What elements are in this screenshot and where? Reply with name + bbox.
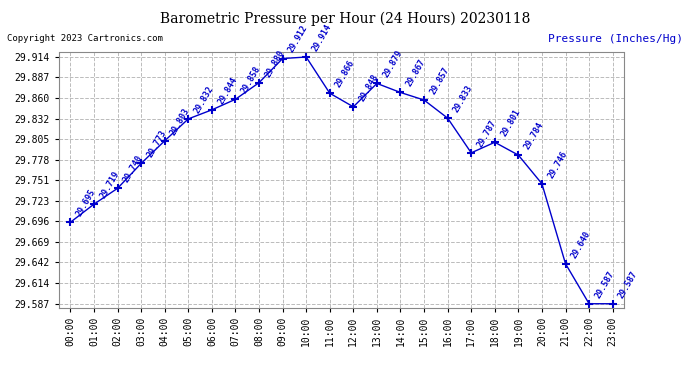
- Text: 29.912: 29.912: [287, 24, 310, 54]
- Text: Pressure (Inches/Hg): Pressure (Inches/Hg): [548, 34, 683, 44]
- Text: 29.880: 29.880: [263, 48, 286, 78]
- Text: 29.719: 29.719: [98, 170, 121, 200]
- Text: 29.803: 29.803: [169, 106, 192, 136]
- Text: 29.844: 29.844: [216, 75, 239, 106]
- Text: 29.867: 29.867: [404, 58, 427, 88]
- Text: 29.914: 29.914: [310, 22, 333, 53]
- Text: 29.695: 29.695: [75, 188, 97, 218]
- Text: 29.866: 29.866: [334, 58, 357, 89]
- Text: 29.746: 29.746: [546, 149, 569, 180]
- Text: 29.801: 29.801: [499, 108, 522, 138]
- Text: 29.587: 29.587: [617, 269, 640, 300]
- Text: 29.773: 29.773: [146, 129, 168, 159]
- Text: 29.787: 29.787: [475, 118, 498, 148]
- Text: 29.833: 29.833: [452, 84, 475, 114]
- Text: 29.858: 29.858: [239, 64, 262, 95]
- Text: 29.587: 29.587: [593, 269, 616, 300]
- Text: Barometric Pressure per Hour (24 Hours) 20230118: Barometric Pressure per Hour (24 Hours) …: [160, 11, 530, 26]
- Text: 29.879: 29.879: [381, 49, 404, 79]
- Text: 29.832: 29.832: [193, 84, 215, 115]
- Text: 29.640: 29.640: [570, 229, 593, 260]
- Text: 29.784: 29.784: [522, 120, 545, 151]
- Text: 29.740: 29.740: [121, 154, 144, 184]
- Text: 29.857: 29.857: [428, 65, 451, 96]
- Text: Copyright 2023 Cartronics.com: Copyright 2023 Cartronics.com: [7, 34, 163, 43]
- Text: 29.848: 29.848: [357, 72, 380, 103]
